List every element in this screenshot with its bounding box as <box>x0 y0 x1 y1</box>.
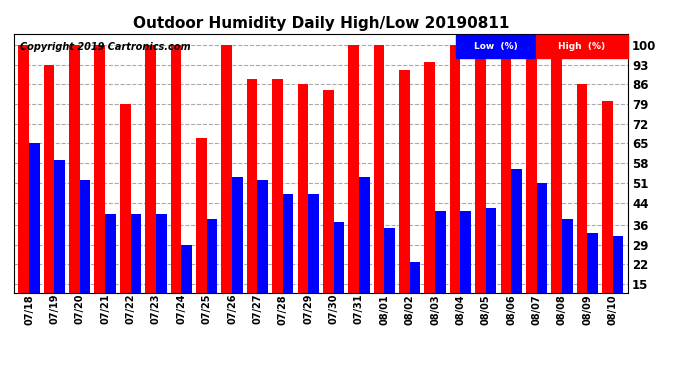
Bar <box>460 211 471 326</box>
Bar <box>577 84 587 326</box>
Bar <box>221 45 232 326</box>
Bar <box>526 45 537 326</box>
Bar <box>283 194 293 326</box>
Bar <box>69 45 80 326</box>
Bar <box>43 64 55 326</box>
Bar <box>170 45 181 326</box>
Text: High  (%): High (%) <box>558 42 605 51</box>
Bar <box>120 104 130 326</box>
Bar <box>272 79 283 326</box>
Bar <box>95 45 105 326</box>
Text: Low  (%): Low (%) <box>474 42 518 51</box>
Bar <box>602 101 613 326</box>
Bar <box>105 214 116 326</box>
Bar <box>410 262 420 326</box>
Bar <box>399 70 410 326</box>
Bar <box>511 169 522 326</box>
Bar <box>29 144 40 326</box>
Text: Copyright 2019 Cartronics.com: Copyright 2019 Cartronics.com <box>20 42 190 51</box>
Bar <box>323 90 333 326</box>
Bar <box>207 219 217 326</box>
Bar <box>297 84 308 326</box>
Bar <box>55 160 65 326</box>
Bar <box>348 45 359 326</box>
Bar <box>562 219 573 326</box>
Title: Outdoor Humidity Daily High/Low 20190811: Outdoor Humidity Daily High/Low 20190811 <box>132 16 509 31</box>
FancyBboxPatch shape <box>456 35 535 58</box>
Bar <box>587 233 598 326</box>
FancyBboxPatch shape <box>535 35 628 58</box>
Bar <box>551 45 562 326</box>
Bar <box>475 45 486 326</box>
Bar <box>333 222 344 326</box>
Bar <box>486 208 496 326</box>
Bar <box>80 180 90 326</box>
Bar <box>19 45 29 326</box>
Bar <box>424 62 435 326</box>
Bar <box>450 45 460 326</box>
Bar <box>359 177 370 326</box>
Bar <box>181 245 192 326</box>
Bar <box>613 236 623 326</box>
Bar <box>130 214 141 326</box>
Bar <box>537 183 547 326</box>
Bar <box>373 45 384 326</box>
Bar <box>308 194 319 326</box>
Bar <box>257 180 268 326</box>
Bar <box>146 45 156 326</box>
Bar <box>156 214 166 326</box>
Bar <box>500 45 511 326</box>
Bar <box>232 177 243 326</box>
Bar <box>384 228 395 326</box>
Bar <box>435 211 446 326</box>
Bar <box>247 79 257 326</box>
Bar <box>196 138 207 326</box>
